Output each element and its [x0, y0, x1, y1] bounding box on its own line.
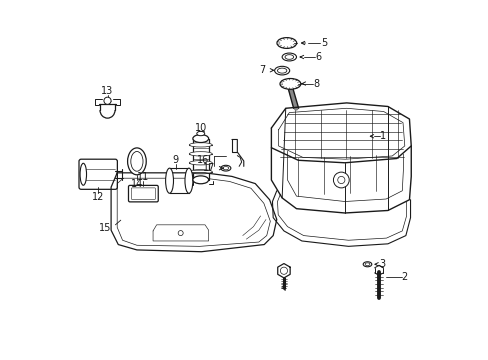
- Ellipse shape: [192, 135, 208, 143]
- Ellipse shape: [192, 176, 208, 184]
- Circle shape: [280, 267, 287, 274]
- Text: 9: 9: [172, 155, 178, 165]
- FancyBboxPatch shape: [131, 188, 155, 199]
- Ellipse shape: [189, 170, 212, 174]
- Text: 13: 13: [101, 86, 113, 96]
- Text: 7: 7: [259, 65, 265, 75]
- Ellipse shape: [196, 131, 204, 136]
- Text: 4: 4: [280, 283, 286, 293]
- Text: 11: 11: [137, 172, 149, 182]
- Ellipse shape: [277, 68, 286, 73]
- Ellipse shape: [131, 152, 142, 171]
- Ellipse shape: [363, 262, 371, 267]
- Ellipse shape: [80, 163, 86, 185]
- Text: 5: 5: [320, 38, 326, 48]
- FancyBboxPatch shape: [79, 159, 117, 189]
- Text: 10: 10: [194, 123, 206, 133]
- Ellipse shape: [189, 161, 212, 165]
- Text: 16: 16: [197, 155, 209, 165]
- FancyBboxPatch shape: [128, 185, 158, 202]
- Circle shape: [178, 230, 183, 235]
- Ellipse shape: [127, 148, 146, 175]
- Circle shape: [333, 172, 348, 188]
- Text: 1: 1: [380, 131, 386, 141]
- Text: 2: 2: [401, 272, 407, 282]
- Ellipse shape: [165, 168, 173, 193]
- Ellipse shape: [223, 167, 228, 170]
- Ellipse shape: [221, 165, 230, 171]
- Text: 15: 15: [99, 224, 112, 233]
- Ellipse shape: [276, 38, 296, 48]
- Circle shape: [337, 176, 344, 184]
- Ellipse shape: [282, 53, 296, 61]
- Text: 8: 8: [312, 78, 319, 89]
- Ellipse shape: [285, 55, 293, 59]
- Text: 17: 17: [203, 163, 215, 173]
- Text: 12: 12: [92, 192, 104, 202]
- Ellipse shape: [184, 168, 192, 193]
- Ellipse shape: [189, 152, 212, 156]
- Ellipse shape: [280, 78, 300, 89]
- Ellipse shape: [189, 143, 212, 147]
- Text: 3: 3: [379, 259, 385, 269]
- Ellipse shape: [274, 66, 289, 75]
- Text: 14: 14: [130, 179, 143, 189]
- Ellipse shape: [365, 263, 369, 266]
- Circle shape: [104, 97, 111, 104]
- Text: 6: 6: [315, 52, 321, 62]
